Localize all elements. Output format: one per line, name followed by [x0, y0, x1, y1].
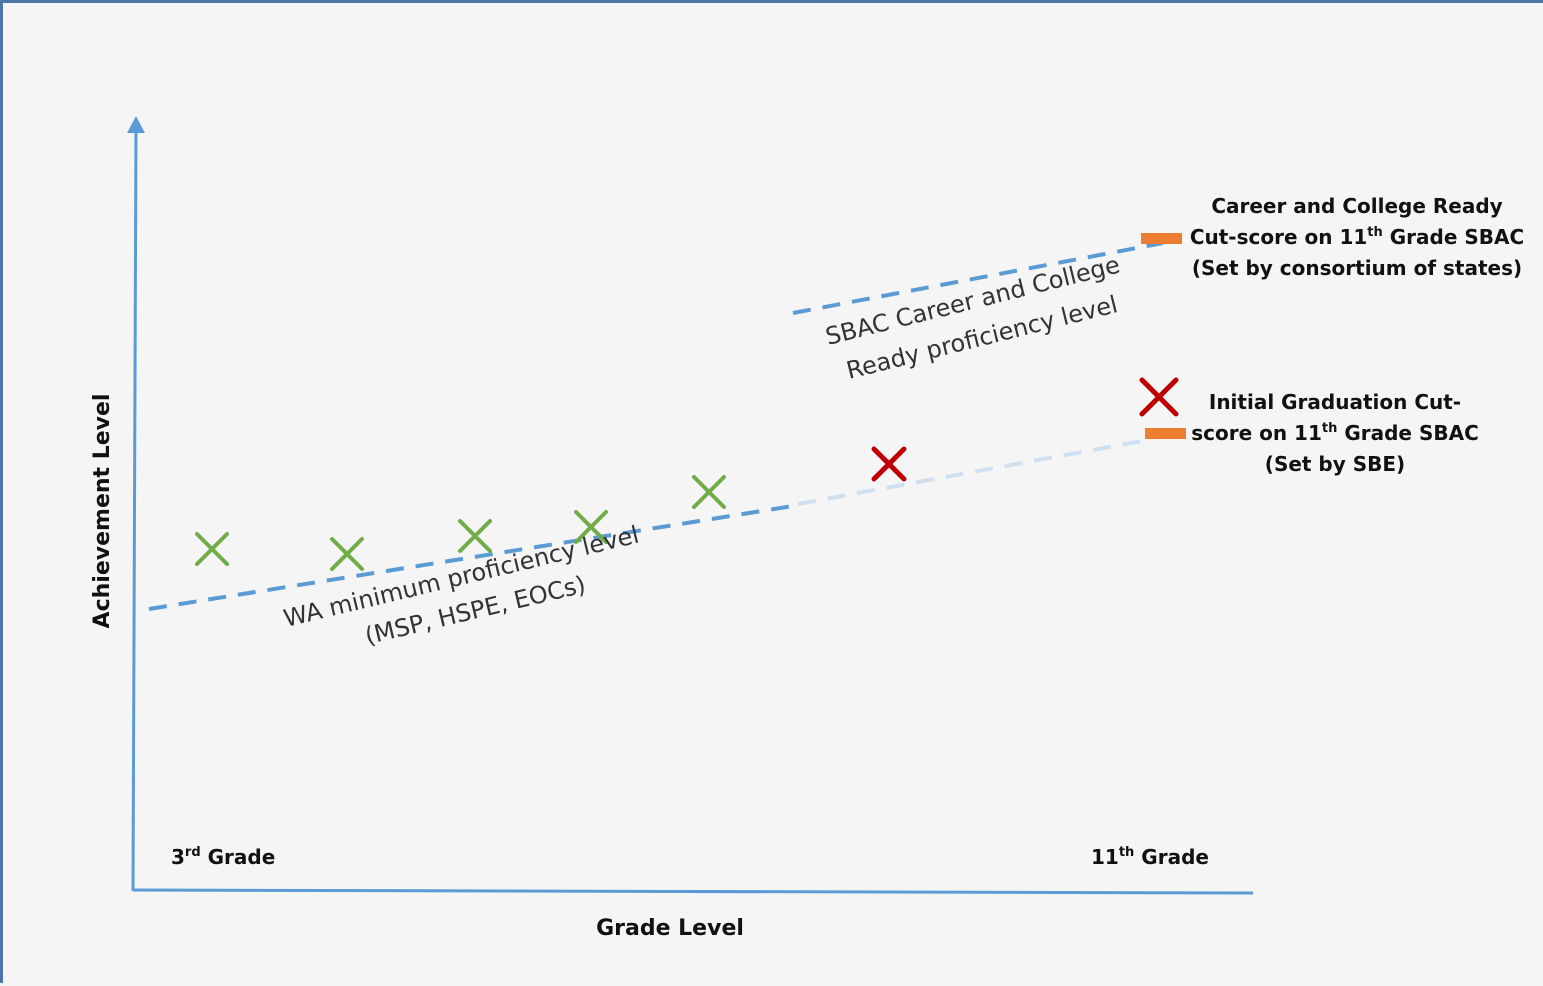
- pass-mark-5-icon: [692, 475, 726, 509]
- graduation-note: Initial Graduation Cut- score on 11th Gr…: [1191, 390, 1479, 476]
- ccr-note-line1: Career and College Ready: [1211, 194, 1502, 218]
- y-axis: [131, 124, 138, 892]
- ccr-note: Career and College Ready Cut-score on 11…: [1190, 194, 1524, 280]
- pass-mark-4-icon: [574, 510, 608, 544]
- x-end-label: 11th Grade: [1091, 845, 1209, 869]
- ccr-note-line2: Cut-score on 11th Grade SBAC: [1190, 225, 1524, 249]
- graduation-note-line3: (Set by SBE): [1265, 452, 1405, 476]
- pass-mark-1-icon: [195, 532, 229, 566]
- score-marks: [195, 377, 1179, 571]
- x-axis: [132, 888, 1254, 895]
- ccr-cut-score-marker: [1141, 233, 1182, 244]
- fail-mark-2-icon: [1139, 377, 1179, 417]
- wa-proficiency-line-extension: [797, 437, 1154, 506]
- graduation-note-line1: Initial Graduation Cut-: [1209, 390, 1461, 414]
- pass-mark-2-icon: [330, 537, 364, 571]
- ccr-note-line3: (Set by consortium of states): [1192, 256, 1522, 280]
- y-axis-arrow-icon: [127, 116, 145, 133]
- sbac-proficiency-line: [792, 241, 1164, 315]
- diagram-svg: WA minimum proficiency level (MSP, HSPE,…: [90, 116, 1524, 941]
- x-start-label: 3rd Grade: [171, 845, 275, 869]
- graduation-note-line2: score on 11th Grade SBAC: [1191, 421, 1479, 445]
- wa-proficiency-line: [148, 504, 794, 611]
- graduation-cut-score-marker: [1145, 428, 1186, 439]
- y-axis-title: Achievement Level: [90, 394, 115, 629]
- pass-mark-3-icon: [458, 519, 492, 553]
- sbac-line-label: SBAC Career and College Ready proficienc…: [823, 251, 1123, 385]
- fail-mark-1-icon: [871, 446, 907, 482]
- x-axis-title: Grade Level: [596, 916, 744, 941]
